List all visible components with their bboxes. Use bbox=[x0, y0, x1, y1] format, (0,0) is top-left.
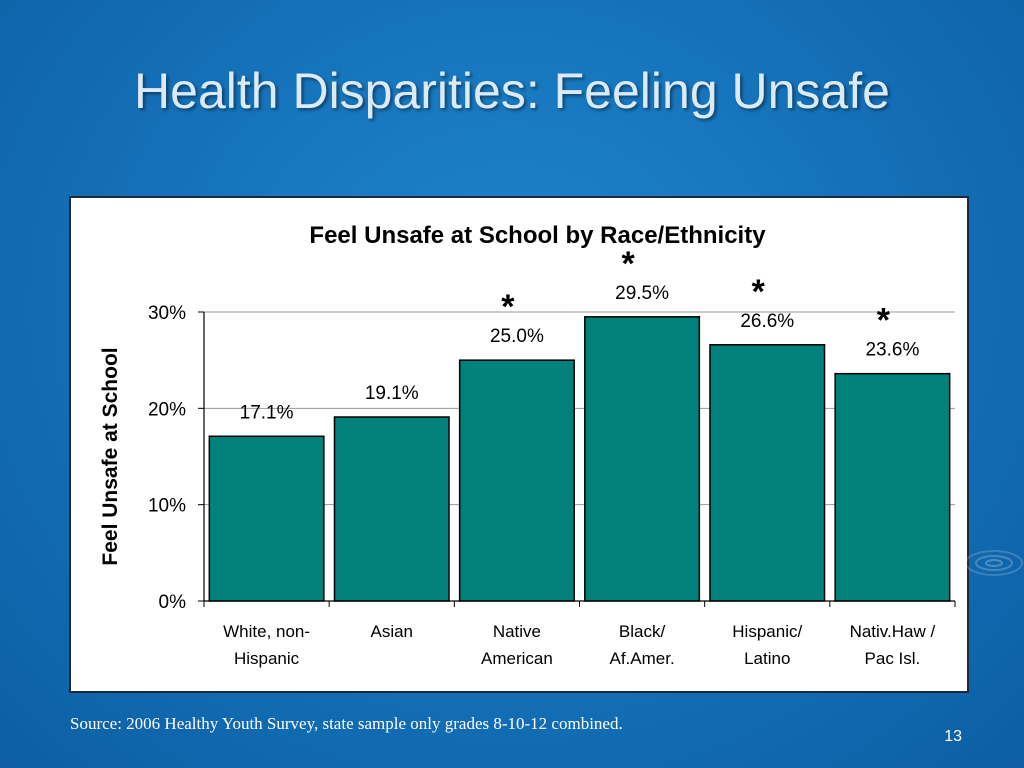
data-label: 29.5% bbox=[615, 283, 669, 304]
x-tick-label: Af.Amer. bbox=[609, 649, 674, 668]
data-label: 19.1% bbox=[365, 383, 419, 404]
y-tick-label: 20% bbox=[148, 399, 186, 420]
data-label: 17.1% bbox=[240, 402, 294, 423]
x-tick-label: White, non- bbox=[223, 622, 310, 641]
bar-chart: Feel Unsafe at School by Race/Ethnicity 0… bbox=[99, 222, 956, 668]
significance-marker: * bbox=[752, 273, 766, 311]
y-axis-label: Feel Unsafe at School bbox=[99, 347, 122, 565]
y-tick-label: 0% bbox=[159, 592, 187, 613]
significance-marker: * bbox=[621, 245, 635, 283]
bar bbox=[709, 344, 826, 602]
chart-title: Feel Unsafe at School by Race/Ethnicity bbox=[309, 222, 766, 249]
x-tick-label: American bbox=[481, 649, 553, 668]
y-tick-label: 30% bbox=[148, 303, 186, 324]
x-tick-label: Black/ bbox=[619, 622, 666, 641]
x-tick-label: Nativ.Haw / bbox=[850, 622, 936, 641]
y-tick-label: 10% bbox=[148, 496, 186, 517]
bar bbox=[208, 435, 325, 602]
source-note: Source: 2006 Healthy Youth Survey, state… bbox=[70, 714, 623, 733]
bar bbox=[584, 316, 701, 602]
x-tick-label: Asian bbox=[370, 622, 413, 641]
data-label: 26.6% bbox=[740, 311, 794, 332]
page-number: 13 bbox=[944, 728, 962, 745]
significance-marker: * bbox=[877, 302, 891, 340]
x-tick-label: Pac Isl. bbox=[865, 649, 921, 668]
slide-title: Health Disparities: Feeling Unsafe bbox=[134, 63, 890, 119]
x-tick-label: Native bbox=[493, 622, 541, 641]
significance-marker: * bbox=[501, 288, 515, 326]
x-tick-label: Hispanic bbox=[234, 649, 300, 668]
bar bbox=[834, 372, 951, 602]
x-tick-label: Latino bbox=[744, 649, 790, 668]
water-ripple-decoration bbox=[965, 550, 1023, 576]
chart-container: Feel Unsafe at School by Race/Ethnicity 0… bbox=[69, 196, 969, 693]
bar bbox=[458, 359, 575, 602]
data-label: 25.0% bbox=[490, 326, 544, 347]
x-tick-label: Hispanic/ bbox=[732, 622, 802, 641]
data-label: 23.6% bbox=[865, 340, 919, 361]
bar bbox=[333, 416, 450, 602]
